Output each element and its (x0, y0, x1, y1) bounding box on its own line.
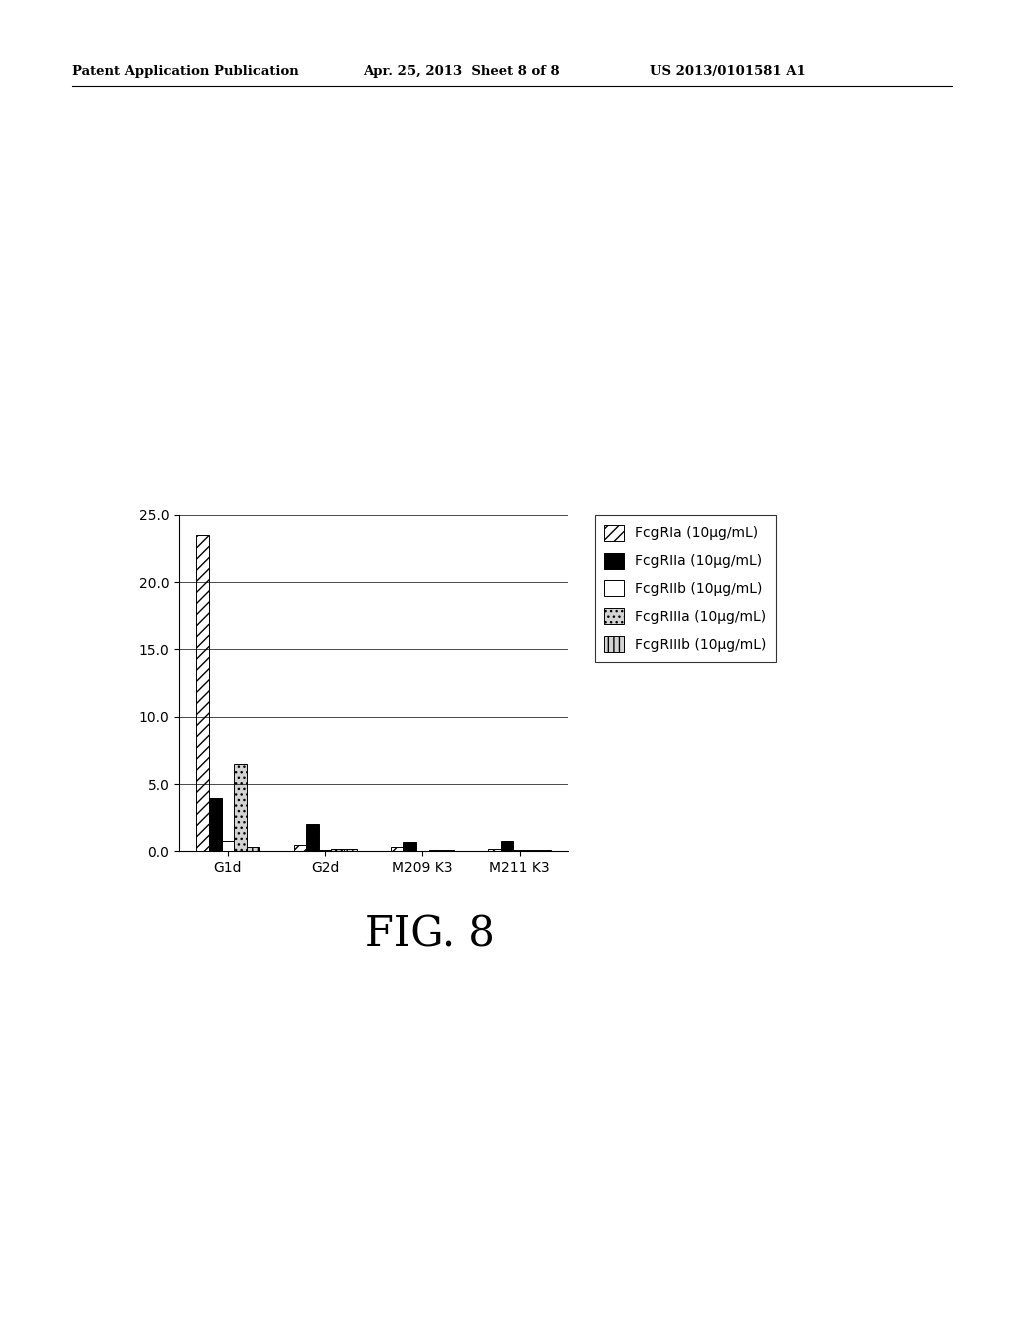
Bar (501, 841, 513, 851)
Bar (197, 535, 209, 851)
Bar (209, 797, 221, 851)
Bar (429, 850, 441, 851)
Bar (294, 845, 306, 851)
Text: FIG. 8: FIG. 8 (366, 913, 495, 956)
Bar (526, 850, 539, 851)
Bar (391, 847, 403, 851)
Bar (403, 842, 416, 851)
Bar (539, 850, 551, 851)
Bar (247, 847, 259, 851)
Text: US 2013/0101581 A1: US 2013/0101581 A1 (650, 65, 806, 78)
Bar (513, 850, 526, 851)
Bar (234, 764, 247, 851)
Bar (332, 849, 344, 851)
Bar (441, 850, 454, 851)
Bar (344, 849, 356, 851)
Bar (488, 849, 501, 851)
Bar (306, 825, 318, 851)
Text: Patent Application Publication: Patent Application Publication (72, 65, 298, 78)
Bar (221, 841, 234, 851)
Text: Apr. 25, 2013  Sheet 8 of 8: Apr. 25, 2013 Sheet 8 of 8 (364, 65, 560, 78)
Legend: FcgRIa (10μg/mL), FcgRIIa (10μg/mL), FcgRIIb (10μg/mL), FcgRIIIa (10μg/mL), FcgR: FcgRIa (10μg/mL), FcgRIIa (10μg/mL), Fcg… (595, 515, 776, 661)
Bar (318, 850, 332, 851)
